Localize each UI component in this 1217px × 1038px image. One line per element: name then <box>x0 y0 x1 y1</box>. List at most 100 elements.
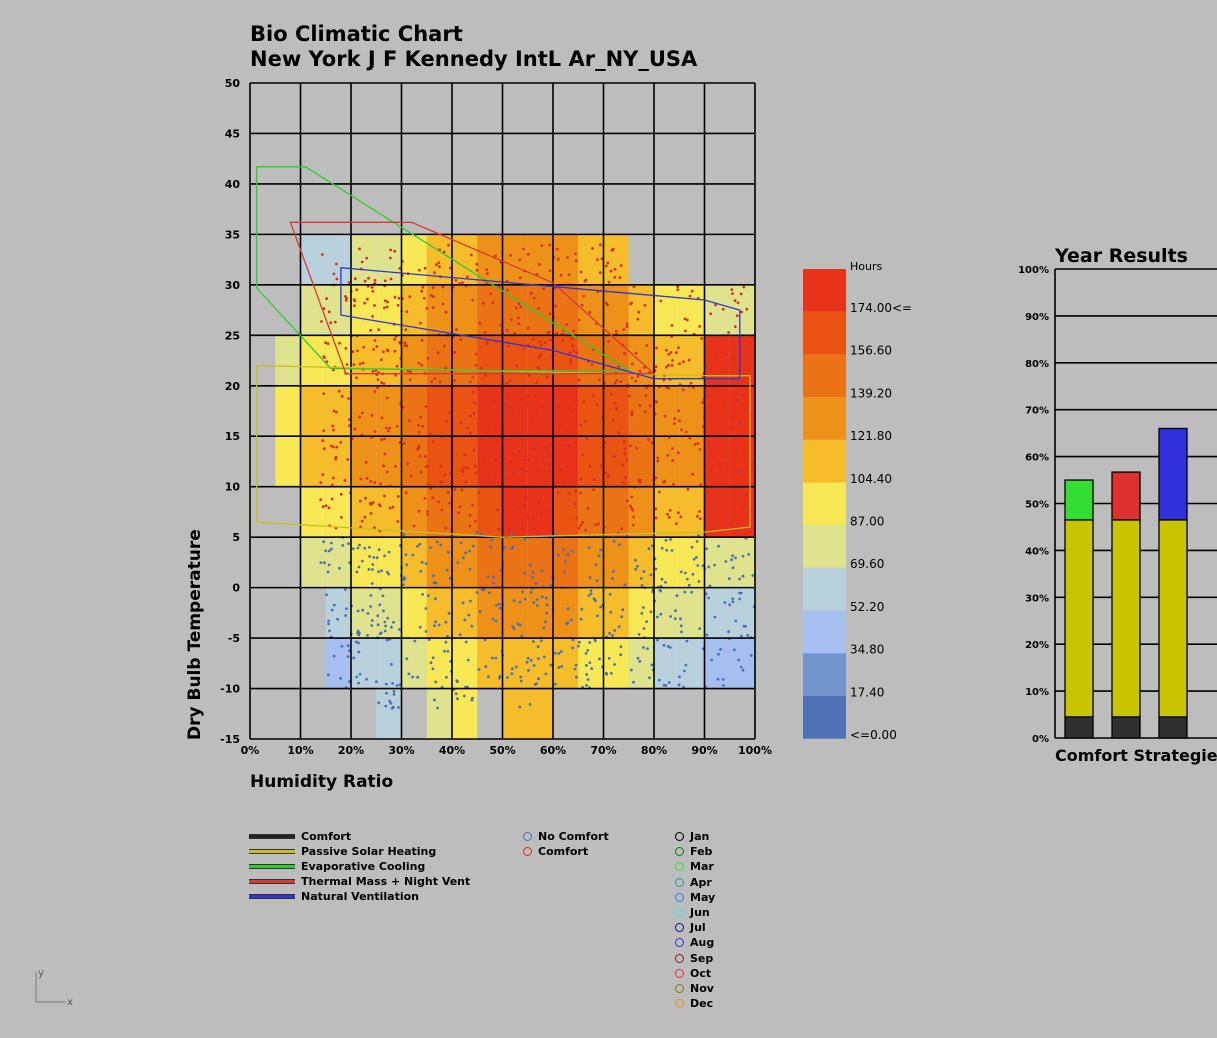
comfort-point <box>474 352 478 356</box>
comfort-point <box>468 513 472 517</box>
no-comfort-point <box>677 683 681 687</box>
comfort-point <box>579 523 583 527</box>
comfort-point <box>535 395 539 398</box>
no-comfort-point <box>407 672 411 676</box>
no-comfort-point <box>724 560 728 563</box>
no-comfort-point <box>413 639 417 643</box>
comfort-point <box>426 357 430 360</box>
heatmap-cell <box>452 537 478 588</box>
no-comfort-point <box>518 623 522 627</box>
comfort-point <box>369 328 373 332</box>
heatmap-cell <box>426 436 452 487</box>
no-comfort-point <box>630 668 633 672</box>
yr-bar-segment <box>1111 471 1141 521</box>
no-comfort-point <box>387 572 390 576</box>
comfort-point <box>518 258 522 262</box>
comfort-point <box>337 389 341 393</box>
no-comfort-point <box>675 594 679 598</box>
heatmap-cell <box>401 436 427 487</box>
no-comfort-point <box>659 584 663 588</box>
comfort-point <box>417 423 420 427</box>
no-comfort-point <box>638 660 642 663</box>
comfort-point <box>509 477 513 480</box>
comfort-point <box>481 302 485 305</box>
no-comfort-point <box>593 638 597 642</box>
no-comfort-point <box>357 681 360 685</box>
comfort-point <box>613 381 617 385</box>
comfort-point <box>420 338 424 342</box>
no-comfort-point <box>670 549 674 552</box>
comfort-point <box>526 394 530 398</box>
comfort-point <box>727 331 730 334</box>
legend-line-item: Comfort <box>249 829 351 844</box>
comfort-point <box>592 394 595 397</box>
comfort-point <box>630 376 634 380</box>
comfort-point <box>556 247 559 251</box>
heatmap-cell <box>401 638 427 689</box>
no-comfort-point <box>585 684 588 687</box>
yr-y-tick-label: 0% <box>1032 734 1049 745</box>
comfort-point <box>459 338 463 341</box>
heatmap-cell <box>477 284 503 336</box>
comfort-point <box>674 351 678 354</box>
comfort-point <box>522 247 525 251</box>
comfort-point <box>514 522 518 526</box>
no-comfort-point <box>411 675 414 679</box>
no-comfort-point <box>619 645 623 649</box>
comfort-point <box>696 515 699 518</box>
comfort-point <box>638 369 642 373</box>
comfort-point <box>403 344 407 347</box>
legend-swatch <box>803 482 846 526</box>
comfort-point <box>441 285 445 289</box>
comfort-point <box>471 375 475 379</box>
legend-point-label: No Comfort <box>538 830 609 843</box>
no-comfort-point <box>434 581 438 585</box>
comfort-point <box>592 488 595 491</box>
no-comfort-point <box>444 640 448 644</box>
heatmap-cell <box>502 688 528 739</box>
comfort-point <box>339 492 343 496</box>
comfort-point <box>613 267 617 271</box>
comfort-point <box>705 365 708 369</box>
comfort-point <box>634 351 638 355</box>
legend-month-label: Jul <box>690 921 706 935</box>
comfort-point <box>560 468 563 471</box>
no-comfort-point <box>370 619 374 622</box>
comfort-point <box>506 329 509 332</box>
no-comfort-point <box>733 648 736 652</box>
heatmap-cell <box>502 587 528 639</box>
no-comfort-point <box>341 544 345 547</box>
comfort-point <box>714 499 717 503</box>
comfort-point <box>567 444 571 448</box>
no-comfort-point <box>623 583 627 587</box>
no-comfort-point <box>741 668 745 672</box>
no-comfort-point <box>484 665 488 669</box>
comfort-point <box>638 403 642 407</box>
legend-line-item: Thermal Mass + Night Vent <box>249 874 470 889</box>
comfort-point <box>395 364 399 368</box>
no-comfort-point <box>537 657 540 661</box>
comfort-point <box>684 329 687 333</box>
no-comfort-point <box>424 630 428 633</box>
no-comfort-point <box>719 648 722 651</box>
y-tick-label: 30 <box>225 279 241 292</box>
no-comfort-point <box>642 627 646 630</box>
comfort-point <box>395 424 399 428</box>
comfort-point <box>420 363 424 367</box>
no-comfort-point <box>523 537 527 541</box>
comfort-point <box>466 426 469 430</box>
x-tick-label: 100% <box>738 744 772 757</box>
axis-indicator-y: y <box>38 968 44 979</box>
heatmap-cell <box>275 436 301 487</box>
comfort-point <box>729 472 733 476</box>
comfort-point <box>433 271 436 274</box>
comfort-point <box>687 358 691 362</box>
no-comfort-point <box>683 590 687 594</box>
comfort-point <box>382 350 385 354</box>
polygon-passive-solar-heating <box>255 364 751 538</box>
comfort-point <box>319 481 323 484</box>
heatmap-cell <box>502 385 528 437</box>
y-tick-label: 45 <box>225 127 240 140</box>
comfort-point <box>442 250 446 254</box>
no-comfort-point <box>727 630 730 634</box>
